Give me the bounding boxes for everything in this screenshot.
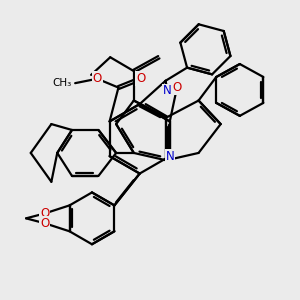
Text: N: N [163, 84, 172, 98]
Text: O: O [172, 81, 182, 94]
Text: O: O [93, 72, 102, 85]
Text: O: O [40, 217, 50, 230]
Text: N: N [165, 150, 174, 163]
Text: O: O [136, 72, 145, 85]
Text: O: O [40, 207, 50, 220]
Text: CH₃: CH₃ [52, 78, 72, 88]
